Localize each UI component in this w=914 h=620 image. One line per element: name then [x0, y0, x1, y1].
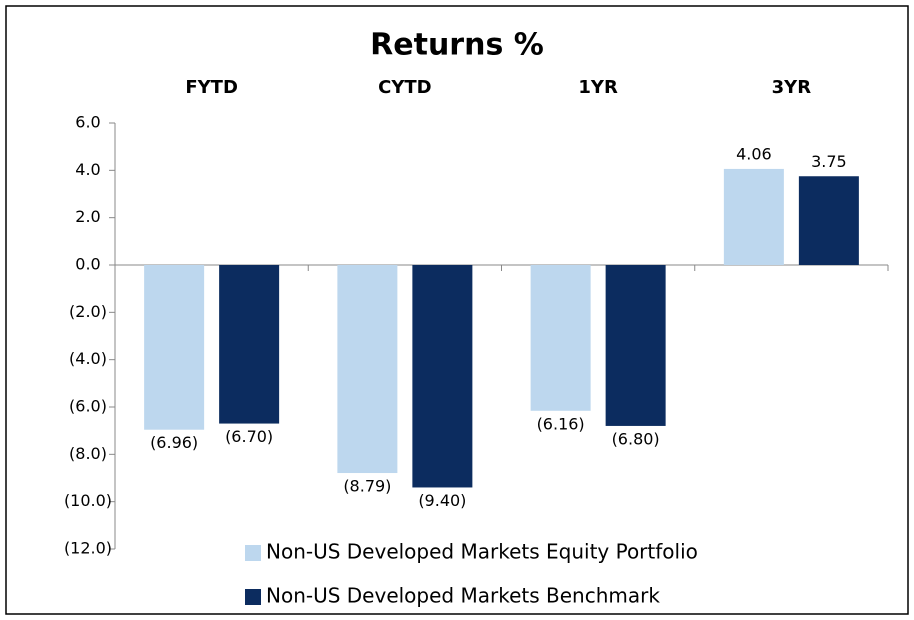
- data-label: (6.80): [612, 429, 660, 448]
- bar: [144, 265, 205, 430]
- y-tick-label: (2.0): [69, 302, 107, 321]
- legend-label: Non-US Developed Markets Equity Portfoli…: [266, 540, 698, 564]
- bar: [605, 265, 666, 426]
- y-tick-label: (4.0): [69, 349, 107, 368]
- data-label: 3.75: [811, 152, 847, 171]
- y-tick-label: 2.0: [75, 207, 100, 226]
- bar: [337, 265, 398, 474]
- bar: [530, 265, 591, 411]
- bar: [219, 265, 280, 424]
- data-label: (8.79): [343, 477, 391, 496]
- y-tick-label: 0.0: [75, 255, 100, 274]
- bar: [412, 265, 473, 488]
- bar: [798, 176, 859, 265]
- category-label: 3YR: [772, 77, 812, 98]
- category-label: FYTD: [185, 77, 238, 98]
- legend-swatch: [245, 589, 261, 605]
- data-label: (9.40): [418, 491, 466, 510]
- category-label: CYTD: [378, 77, 431, 98]
- data-label: (6.70): [225, 427, 273, 446]
- y-tick-label: 6.0: [75, 113, 100, 132]
- bar: [723, 168, 784, 265]
- y-tick-label: (8.0): [69, 444, 107, 463]
- legend-label: Non-US Developed Markets Benchmark: [266, 584, 660, 608]
- y-tick-label: 4.0: [75, 160, 100, 179]
- data-label: (6.96): [150, 433, 198, 452]
- data-label: 4.06: [736, 144, 772, 163]
- chart-title: Returns %: [370, 28, 544, 63]
- data-label: (6.16): [537, 414, 585, 433]
- y-tick-label: (10.0): [64, 491, 112, 510]
- legend-swatch: [245, 545, 261, 561]
- y-tick-label: (12.0): [64, 539, 112, 558]
- category-label: 1YR: [578, 77, 618, 98]
- y-tick-label: (6.0): [69, 397, 107, 416]
